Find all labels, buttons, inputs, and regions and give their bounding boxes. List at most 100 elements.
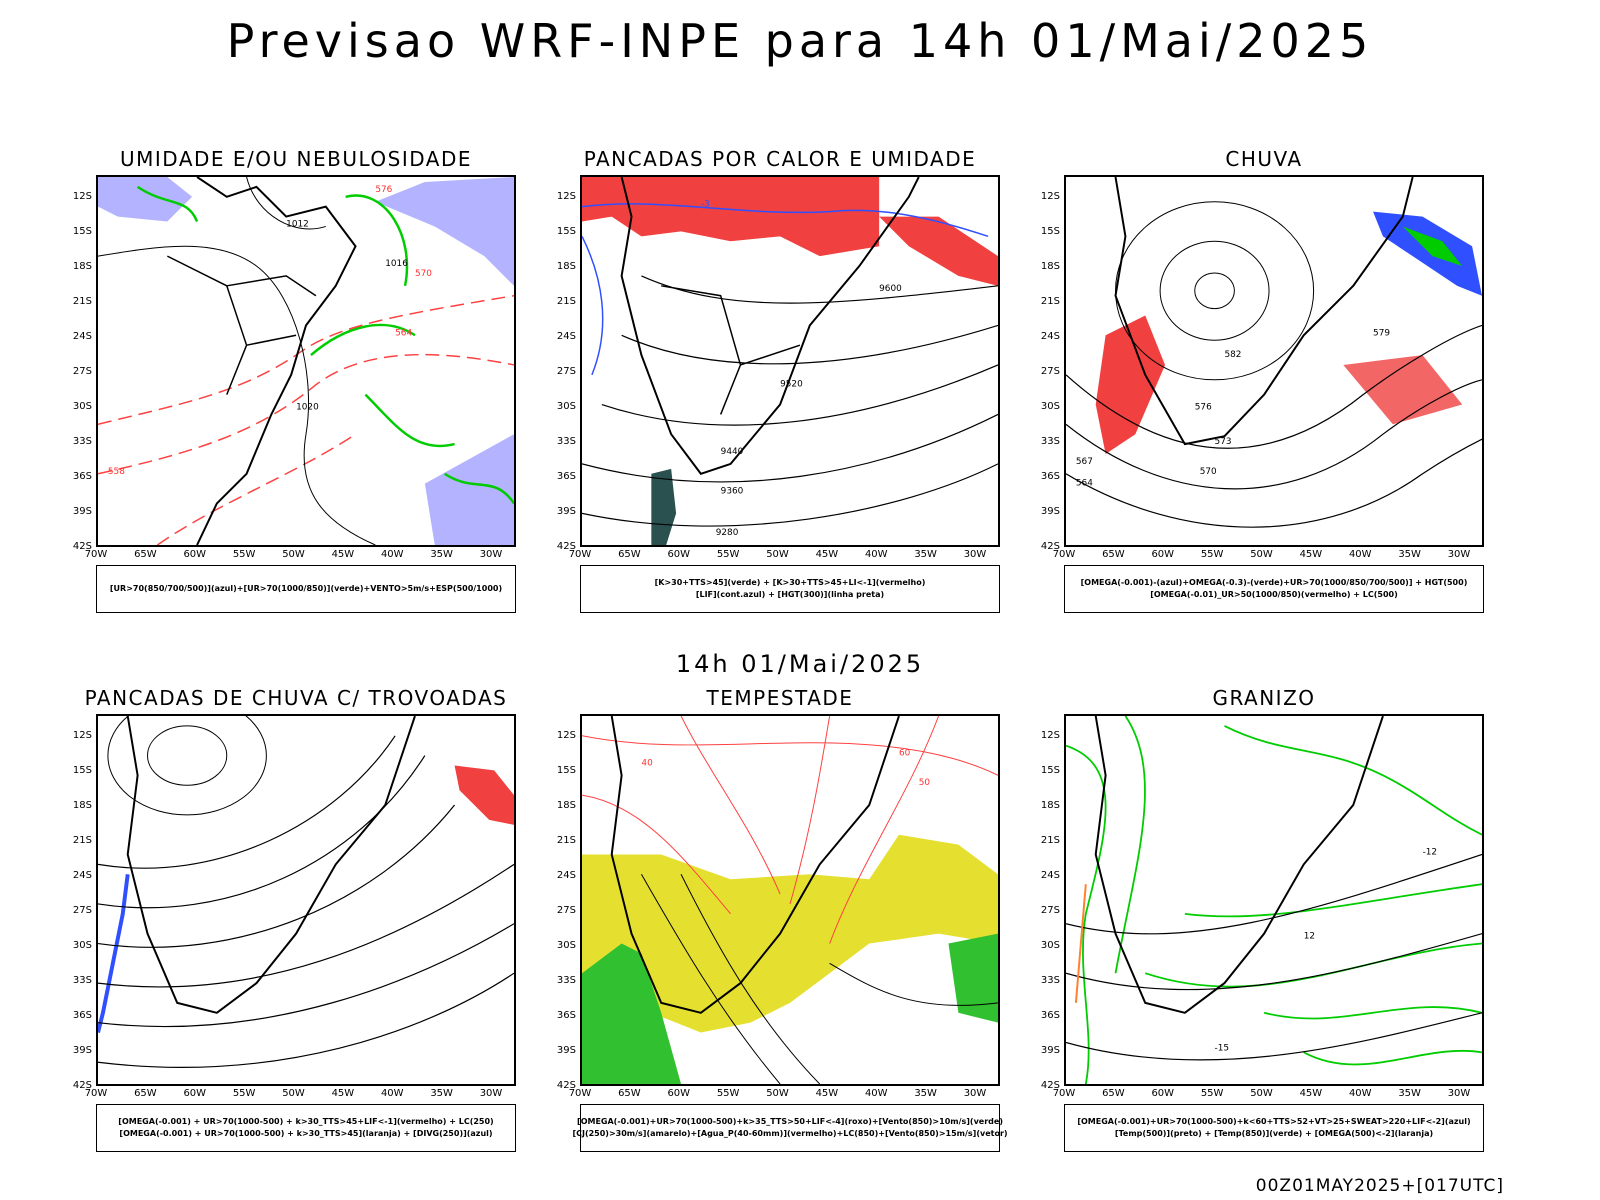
longitude-label: 65W <box>618 549 641 560</box>
divergence-blue-area <box>98 874 130 1034</box>
latitude-label: 36S <box>1040 1010 1060 1021</box>
contour-label: 576 <box>375 185 392 195</box>
latitude-label: 33S <box>556 436 576 447</box>
wind850-green-area <box>948 933 998 1023</box>
precipitable-water-contour <box>582 716 998 944</box>
legend-box: [OMEGA(-0.001) + UR>70(1000-500) + k>30_… <box>96 1104 516 1152</box>
contour-label: 60 <box>899 749 911 759</box>
longitude-label: 40W <box>864 1088 888 1099</box>
latitude-label: 33S <box>1040 436 1060 447</box>
latitude-label: 42S <box>72 1080 92 1091</box>
latitude-label: 27S <box>72 366 92 377</box>
coastline <box>620 177 920 475</box>
longitude-label: 50W <box>766 1088 789 1099</box>
longitude-label: 60W <box>667 549 691 560</box>
latitude-label: 21S <box>1040 296 1060 307</box>
humidity-blue-area <box>375 177 514 286</box>
latitude-label: 24S <box>1040 870 1060 881</box>
latitude-label: 30S <box>1040 940 1060 951</box>
latitude-label: 27S <box>556 905 576 916</box>
longitude-label: 70W <box>568 1088 592 1099</box>
latitude-label: 15S <box>72 765 92 776</box>
map-pancadas: 9600 9520 9440 9360 9280 -3 <box>580 175 1000 547</box>
longitude-label: 55W <box>716 1088 740 1099</box>
map-canvas-granizo: -12 -15 12 <box>1066 716 1482 1084</box>
longitude-label: 45W <box>815 549 839 560</box>
longitude-label: 55W <box>232 549 256 560</box>
longitude-label: 35W <box>1398 549 1421 560</box>
main-title: Previsao WRF-INPE para 14h 01/Mai/2025 <box>226 14 1374 68</box>
latitude-label: 24S <box>1040 331 1060 342</box>
contour-label: 570 <box>1200 467 1217 477</box>
longitude-label: 65W <box>1102 549 1125 560</box>
longitude-label: 70W <box>84 1088 108 1099</box>
latitude-label: 12S <box>1040 730 1060 741</box>
latitude-label: 21S <box>556 296 576 307</box>
map-tempestade: 40 50 60 <box>580 714 1000 1086</box>
latitude-label: 30S <box>72 401 92 412</box>
longitude-label: 50W <box>1250 549 1273 560</box>
contour-label: 9600 <box>879 284 902 294</box>
latitude-label: 39S <box>1040 506 1060 517</box>
latitude-label: 27S <box>556 366 576 377</box>
contour-label: 9280 <box>716 528 739 538</box>
longitude-label: 55W <box>716 549 740 560</box>
temp500-contour <box>1066 853 1482 1061</box>
latitude-label: 18S <box>556 800 576 811</box>
latitude-label: 39S <box>1040 1045 1060 1056</box>
latitude-label: 36S <box>72 471 92 482</box>
legend-line: [OMEGA(-0.001) + UR>70(1000-500) + k>30_… <box>118 1117 494 1126</box>
country-borders <box>661 285 801 415</box>
legend-line: [Temp(500)](preto) + [Temp(850)](verde) … <box>1114 1129 1434 1138</box>
contour-label: -3 <box>701 200 710 210</box>
contour-label: 1012 <box>286 219 309 229</box>
instability-green-area <box>651 468 677 545</box>
panel-umidade: UMIDADE E/OU NEBULOSIDADE 1012 1016 1020… <box>56 147 536 617</box>
latitude-label: 15S <box>556 765 576 776</box>
longitude-label: 30W <box>963 1088 987 1099</box>
legend-line: [K>30+TTS>45](verde) + [K>30+TTS>45+LI<-… <box>654 578 926 587</box>
latitude-label: 42S <box>1040 541 1060 552</box>
country-borders <box>167 255 317 395</box>
streamline <box>98 735 514 1068</box>
panel-trovoadas: PANCADAS DE CHUVA C/ TROVOADAS [OMEGA(-0… <box>56 686 536 1156</box>
longitude-label: 60W <box>667 1088 691 1099</box>
longitude-label: 70W <box>1052 549 1076 560</box>
map-canvas-umidade: 1012 1016 1020 576 570 564 558 <box>98 177 514 545</box>
longitude-label: 55W <box>1200 1088 1224 1099</box>
map-canvas-chuva: 579 582 576 573 570 567 564 <box>1066 177 1482 528</box>
panel-chuva: CHUVA 579 582 576 573 570 567 564 [OMEGA… <box>1024 147 1504 617</box>
longitude-label: 65W <box>1102 1088 1125 1099</box>
valid-time-title: 14h 01/Mai/2025 <box>675 650 925 678</box>
coastline <box>196 177 357 545</box>
latitude-label: 30S <box>72 940 92 951</box>
rain-red-area <box>1095 315 1166 454</box>
longitude-label: 35W <box>914 1088 937 1099</box>
latitude-label: 12S <box>556 191 576 202</box>
pressure-contour <box>98 177 376 545</box>
panel-title: PANCADAS POR CALOR E UMIDADE <box>583 147 977 171</box>
streamline <box>147 725 228 786</box>
legend-line: [LIF](cont.azul) + [HGT(300)](linha pret… <box>695 590 885 599</box>
contour-label: 9360 <box>721 487 744 497</box>
latitude-label: 18S <box>1040 261 1060 272</box>
hgt500-contour <box>1159 240 1270 341</box>
longitude-label: 45W <box>815 1088 839 1099</box>
contour-label: 50 <box>919 778 931 788</box>
longitude-label: 50W <box>282 1088 305 1099</box>
latitude-label: 18S <box>72 261 92 272</box>
longitude-label: 60W <box>1151 549 1175 560</box>
latitude-label: 15S <box>1040 765 1060 776</box>
longitude-label: 30W <box>963 549 987 560</box>
contour-label: 40 <box>641 758 653 768</box>
latitude-label: 42S <box>556 541 576 552</box>
longitude-label: 30W <box>479 1088 503 1099</box>
coastline <box>1114 177 1414 446</box>
contour-label: 573 <box>1215 437 1232 447</box>
coastline <box>126 716 416 1014</box>
longitude-label: 35W <box>914 549 937 560</box>
instability-red-area <box>582 177 880 257</box>
longitude-label: 60W <box>183 549 207 560</box>
latitude-label: 36S <box>556 1010 576 1021</box>
longitude-label: 55W <box>232 1088 256 1099</box>
